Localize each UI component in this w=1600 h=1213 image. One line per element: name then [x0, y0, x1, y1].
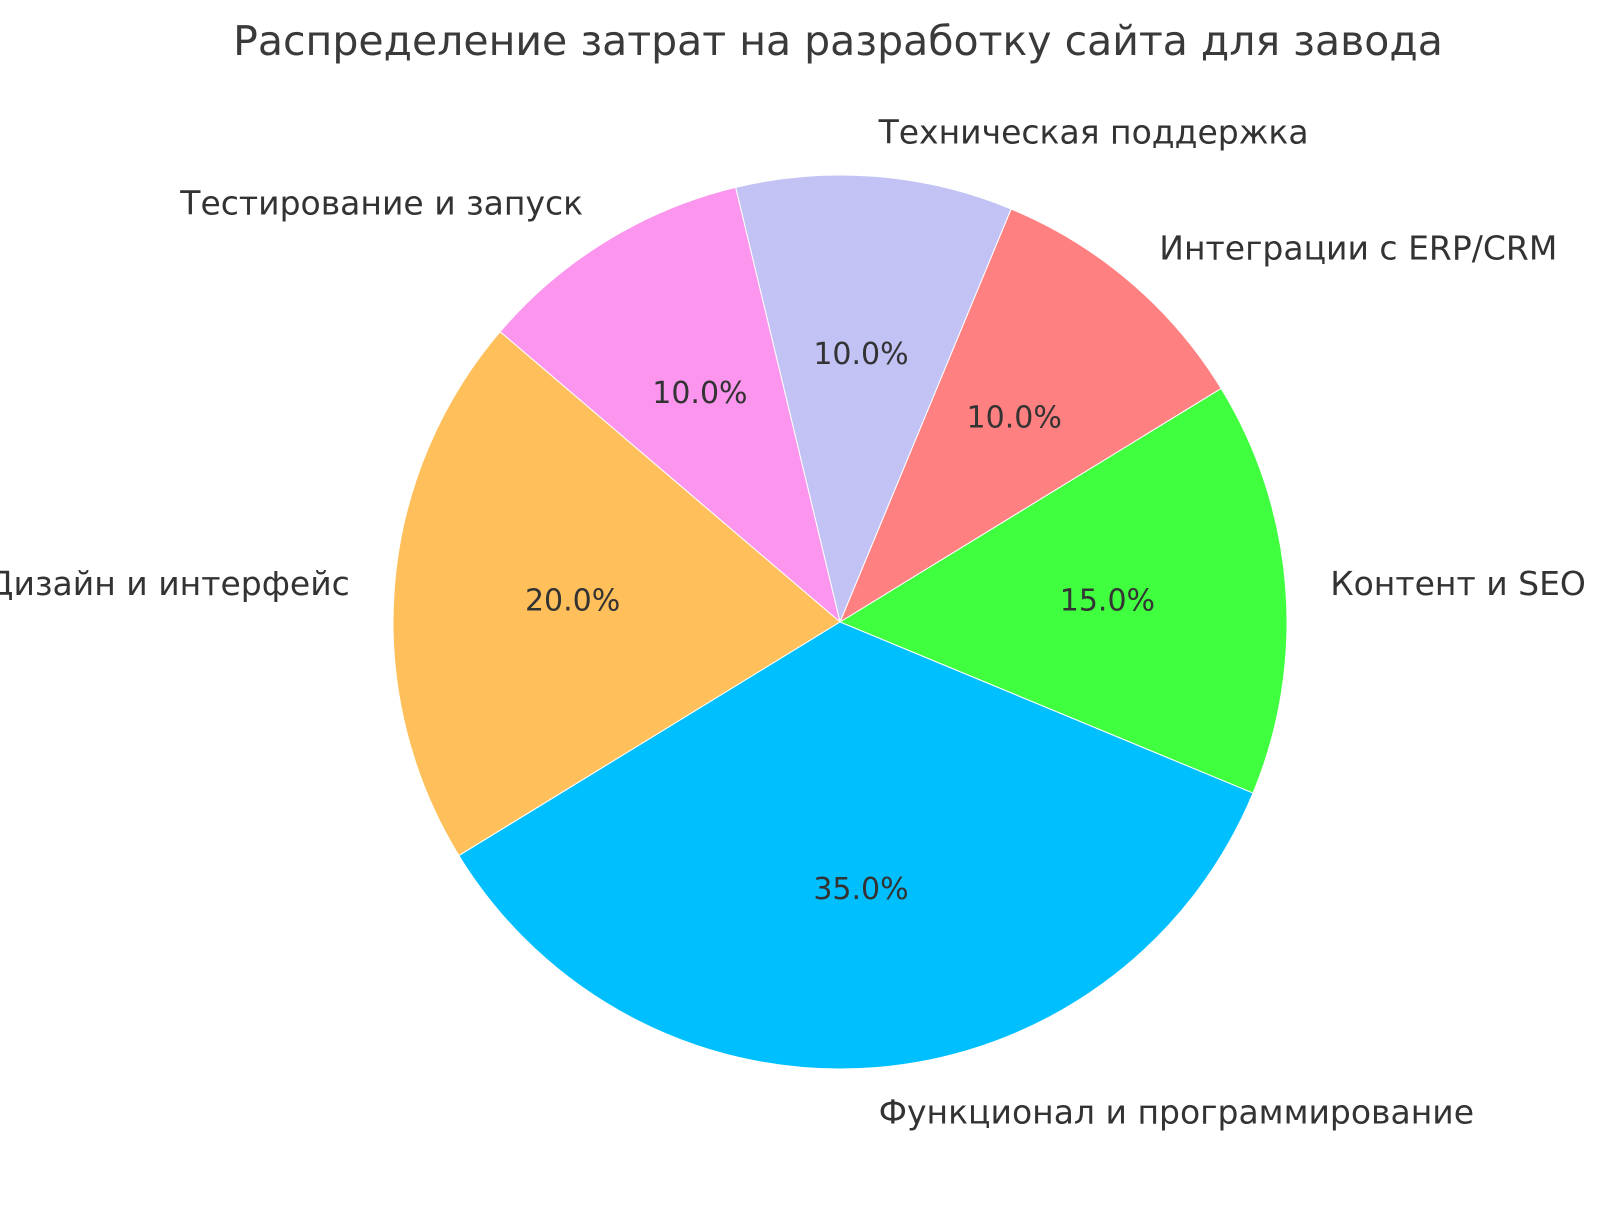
percent-labels-group: 15.0% 10.0% 10.0% 10.0% 20.0% 35.0% — [525, 337, 1155, 907]
percent-label-1: 15.0% — [1060, 584, 1155, 619]
percent-label-6: 35.0% — [813, 872, 908, 907]
pie-slice-6 — [458, 621, 1254, 1070]
pie-slice-2 — [838, 208, 1222, 624]
slice-label-1: Контент и SEO — [1330, 564, 1586, 603]
percent-label-4: 10.0% — [652, 376, 747, 411]
pie-slices-group — [392, 174, 1288, 1070]
slice-label-2: Интеграции с ERP/CRM — [1159, 229, 1557, 268]
pie-slice-1 — [838, 387, 1288, 794]
pie-slice-5 — [392, 330, 841, 857]
slice-label-6: Функционал и программирование — [879, 1093, 1474, 1132]
category-labels-group: Контент и SEO Интеграции с ERP/CRM Техниче… — [0, 112, 1586, 1131]
percent-label-5: 20.0% — [525, 584, 620, 619]
slice-label-3: Техническая поддержка — [878, 112, 1309, 151]
slice-label-4: Тестирование и запуск — [179, 183, 583, 222]
pie-slice-4 — [499, 186, 841, 624]
percent-label-3: 10.0% — [813, 337, 908, 372]
percent-label-2: 10.0% — [967, 401, 1062, 436]
pie-slice-3 — [734, 174, 1012, 624]
chart-title: Распределение затрат на разработку сайта… — [233, 17, 1443, 65]
slice-label-5: Дизайн и интерфейс — [0, 564, 350, 603]
